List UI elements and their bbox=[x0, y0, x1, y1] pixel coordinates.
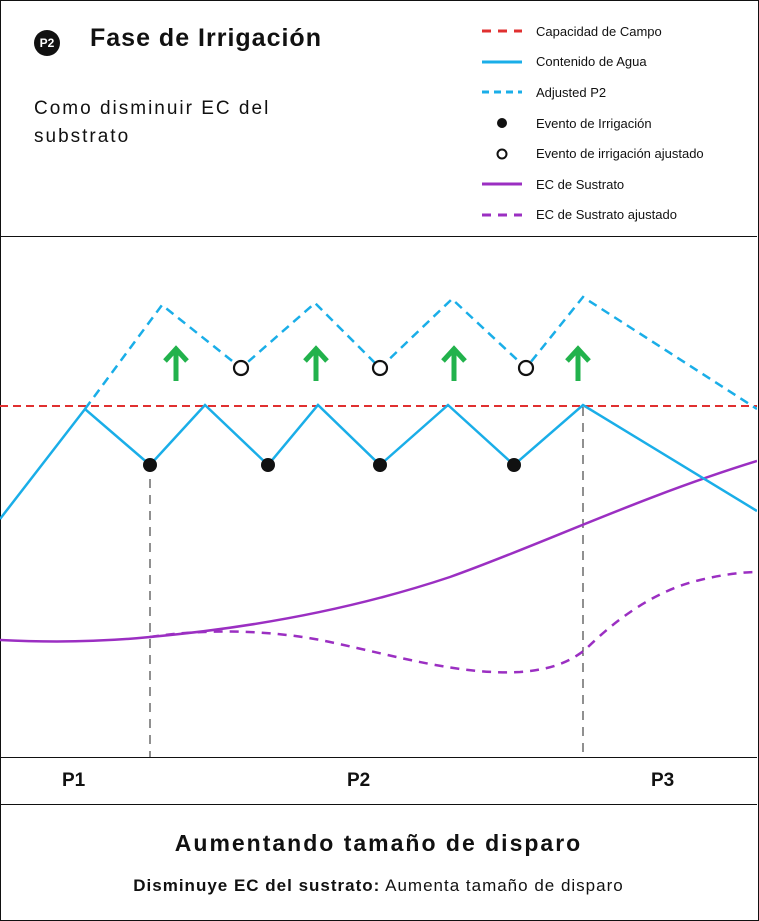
phase-row: P1 P2 P3 bbox=[0, 757, 757, 805]
adjusted-irrigation-event-dot bbox=[371, 359, 389, 377]
adjusted-irrigation-event-dot bbox=[232, 359, 250, 377]
legend-label: Evento de Irrigación bbox=[536, 115, 652, 131]
legend: Capacidad de Campo Contenido de Agua Adj… bbox=[480, 16, 755, 230]
legend-label: EC de Sustrato ajustado bbox=[536, 207, 677, 223]
substrate-ec-curve bbox=[0, 459, 757, 643]
phase-label-p3: P3 bbox=[651, 770, 675, 791]
legend-item-adjusted-p2: Adjusted P2 bbox=[480, 77, 755, 108]
footer-caption-bold: Disminuye EC del sustrato: bbox=[133, 876, 381, 895]
legend-label: Contenido de Agua bbox=[536, 54, 647, 70]
green-up-arrow-icon bbox=[303, 345, 329, 381]
green-up-arrow-icon bbox=[441, 345, 467, 381]
adjusted-irrigation-event-dot bbox=[517, 359, 535, 377]
filled-dot-icon bbox=[480, 116, 524, 130]
adjusted-p2-line bbox=[83, 295, 757, 411]
footer-caption: Disminuye EC del sustrato: Aumenta tamañ… bbox=[0, 876, 757, 896]
header-panel: P2 Fase de Irrigación Como disminuir EC … bbox=[0, 0, 757, 237]
irrigation-event-dot bbox=[143, 458, 157, 472]
water-content-line bbox=[0, 403, 757, 520]
purple-dashed-line-icon bbox=[480, 208, 524, 222]
red-dashed-line-icon bbox=[480, 24, 524, 38]
footer-title: Aumentando tamaño de disparo bbox=[174, 830, 583, 856]
hollow-dot-icon bbox=[480, 147, 524, 161]
green-up-arrow-icon bbox=[565, 345, 591, 381]
legend-item-field-capacity: Capacidad de Campo bbox=[480, 16, 755, 47]
legend-item-substrate-ec: EC de Sustrato bbox=[480, 169, 755, 200]
irrigation-event-dot bbox=[261, 458, 275, 472]
page-title: Fase de Irrigación bbox=[90, 24, 322, 52]
phase-badge: P2 bbox=[34, 30, 60, 56]
diagram-canvas bbox=[0, 295, 757, 757]
page-subtitle: Como disminuir EC del substrato bbox=[34, 98, 271, 147]
phase-label-p2: P2 bbox=[347, 770, 371, 791]
legend-item-adjusted-substrate-ec: EC de Sustrato ajustado bbox=[480, 200, 755, 231]
legend-label: Evento de irrigación ajustado bbox=[536, 146, 704, 162]
legend-label: Adjusted P2 bbox=[536, 84, 607, 100]
legend-item-irrigation-event: Evento de Irrigación bbox=[480, 108, 755, 139]
phase-label-p1: P1 bbox=[62, 770, 86, 791]
blue-solid-line-icon bbox=[480, 55, 524, 69]
legend-label: EC de Sustrato bbox=[536, 176, 625, 192]
legend-label: Capacidad de Campo bbox=[536, 23, 662, 39]
green-up-arrow-icon bbox=[163, 345, 189, 381]
adjusted-substrate-ec-curve bbox=[149, 570, 757, 674]
irrigation-event-dot bbox=[507, 458, 521, 472]
legend-item-water-content: Contenido de Agua bbox=[480, 47, 755, 78]
footer-caption-text: Aumenta tamaño de disparo bbox=[385, 876, 624, 895]
purple-solid-line-icon bbox=[480, 177, 524, 191]
irrigation-event-dot bbox=[373, 458, 387, 472]
blue-dashed-line-icon bbox=[480, 85, 524, 99]
legend-item-adjusted-irrigation-event: Evento de irrigación ajustado bbox=[480, 138, 755, 169]
